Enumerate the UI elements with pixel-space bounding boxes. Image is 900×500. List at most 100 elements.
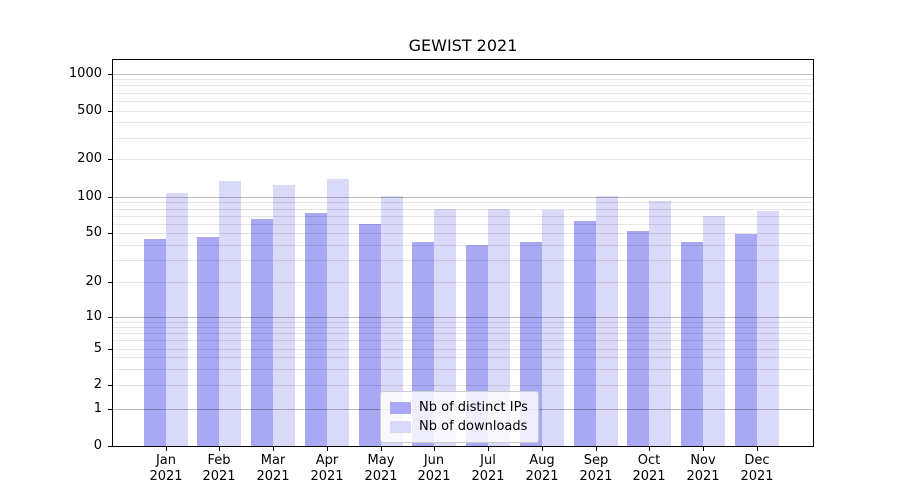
x-tick-label-dec: Dec 2021 bbox=[740, 453, 774, 484]
y-tick-label: 0 bbox=[93, 438, 102, 453]
y-tick-label: 5 bbox=[93, 341, 102, 356]
minor-gridline bbox=[113, 245, 813, 246]
minor-gridline bbox=[113, 159, 813, 160]
bar-downloads-aug bbox=[541, 209, 564, 446]
y-tick-label: 500 bbox=[77, 103, 102, 118]
minor-gridline bbox=[113, 327, 813, 328]
minor-gridline bbox=[113, 385, 813, 386]
y-tick-mark bbox=[108, 233, 112, 234]
bar-downloads-sep bbox=[595, 196, 618, 446]
plot-area: Nb of distinct IPs Nb of downloads bbox=[112, 59, 814, 447]
x-tick-label-jan: Jan 2021 bbox=[149, 453, 183, 484]
y-tick-mark bbox=[108, 349, 112, 350]
x-tick-label-jun: Jun 2021 bbox=[417, 453, 451, 484]
legend-swatch-downloads bbox=[390, 420, 411, 433]
y-tick-mark bbox=[108, 446, 112, 447]
bar-distinct-ips-sep bbox=[573, 220, 596, 446]
x-tick-label-jul: Jul 2021 bbox=[471, 453, 505, 484]
minor-gridline bbox=[113, 85, 813, 86]
x-tick-mark bbox=[596, 447, 597, 451]
legend-swatch-distinct-ips bbox=[390, 401, 411, 414]
x-tick-mark bbox=[434, 447, 435, 451]
minor-gridline bbox=[113, 111, 813, 112]
bar-downloads-may bbox=[380, 196, 403, 446]
y-tick-mark bbox=[108, 282, 112, 283]
x-tick-mark bbox=[219, 447, 220, 451]
y-tick-mark bbox=[108, 197, 112, 198]
minor-gridline bbox=[113, 79, 813, 80]
y-tick-label: 20 bbox=[85, 274, 102, 289]
bar-distinct-ips-apr bbox=[304, 212, 327, 446]
x-tick-mark bbox=[703, 447, 704, 451]
y-tick-label: 100 bbox=[77, 189, 102, 204]
bar-distinct-ips-may bbox=[358, 223, 381, 446]
x-tick-label-sep: Sep 2021 bbox=[579, 453, 613, 484]
minor-gridline bbox=[113, 340, 813, 341]
legend-label-downloads: Nb of downloads bbox=[419, 419, 528, 434]
legend: Nb of distinct IPs Nb of downloads bbox=[380, 391, 539, 443]
legend-row-downloads: Nb of downloads bbox=[390, 417, 528, 436]
bar-downloads-nov bbox=[703, 215, 725, 446]
bar-downloads-dec bbox=[756, 211, 779, 446]
x-tick-label-mar: Mar 2021 bbox=[256, 453, 290, 484]
minor-gridline bbox=[113, 216, 813, 217]
y-tick-mark bbox=[108, 317, 112, 318]
chart-title: GEWIST 2021 bbox=[408, 36, 518, 55]
minor-gridline bbox=[113, 349, 813, 350]
minor-gridline bbox=[113, 369, 813, 370]
x-tick-mark bbox=[757, 447, 758, 451]
bar-distinct-ips-feb bbox=[197, 237, 220, 446]
minor-gridline bbox=[113, 138, 813, 139]
x-tick-mark bbox=[273, 447, 274, 451]
y-tick-label: 200 bbox=[77, 151, 102, 166]
minor-gridline bbox=[113, 122, 813, 123]
major-gridline bbox=[113, 317, 813, 318]
major-gridline bbox=[113, 74, 813, 75]
x-tick-label-may: May 2021 bbox=[364, 453, 398, 484]
y-tick-mark bbox=[108, 385, 112, 386]
x-tick-label-nov: Nov 2021 bbox=[686, 453, 720, 484]
x-tick-label-apr: Apr 2021 bbox=[310, 453, 344, 484]
minor-gridline bbox=[113, 322, 813, 323]
x-tick-label-oct: Oct 2021 bbox=[632, 453, 666, 484]
bar-distinct-ips-mar bbox=[251, 218, 273, 446]
minor-gridline bbox=[113, 202, 813, 203]
bar-downloads-jun bbox=[434, 208, 457, 446]
y-tick-label: 1000 bbox=[68, 66, 102, 81]
x-tick-mark bbox=[166, 447, 167, 451]
minor-gridline bbox=[113, 333, 813, 334]
bar-downloads-jul bbox=[488, 209, 510, 446]
minor-gridline bbox=[113, 101, 813, 102]
x-tick-label-feb: Feb 2021 bbox=[202, 453, 236, 484]
major-gridline bbox=[113, 197, 813, 198]
x-tick-mark bbox=[327, 447, 328, 451]
minor-gridline bbox=[113, 209, 813, 210]
bar-distinct-ips-jan bbox=[143, 238, 166, 446]
x-tick-mark bbox=[381, 447, 382, 451]
bar-downloads-apr bbox=[326, 179, 349, 446]
bar-distinct-ips-nov bbox=[681, 242, 703, 446]
minor-gridline bbox=[113, 260, 813, 261]
legend-row-distinct-ips: Nb of distinct IPs bbox=[390, 398, 528, 417]
bar-downloads-jan bbox=[165, 192, 188, 446]
y-tick-label: 1 bbox=[93, 401, 102, 416]
y-tick-label: 2 bbox=[93, 377, 102, 392]
minor-gridline bbox=[113, 357, 813, 358]
bar-distinct-ips-oct bbox=[627, 230, 650, 446]
y-tick-mark bbox=[108, 159, 112, 160]
y-tick-label: 50 bbox=[85, 225, 102, 240]
bar-downloads-mar bbox=[273, 185, 295, 446]
x-tick-mark bbox=[649, 447, 650, 451]
bar-distinct-ips-dec bbox=[734, 234, 757, 446]
y-tick-mark bbox=[108, 409, 112, 410]
minor-gridline bbox=[113, 282, 813, 283]
x-tick-mark bbox=[542, 447, 543, 451]
y-tick-mark bbox=[108, 111, 112, 112]
y-tick-mark bbox=[108, 74, 112, 75]
bar-downloads-feb bbox=[219, 180, 242, 446]
minor-gridline bbox=[113, 233, 813, 234]
bar-downloads-oct bbox=[649, 201, 672, 446]
legend-label-distinct-ips: Nb of distinct IPs bbox=[419, 400, 528, 415]
minor-gridline bbox=[113, 93, 813, 94]
